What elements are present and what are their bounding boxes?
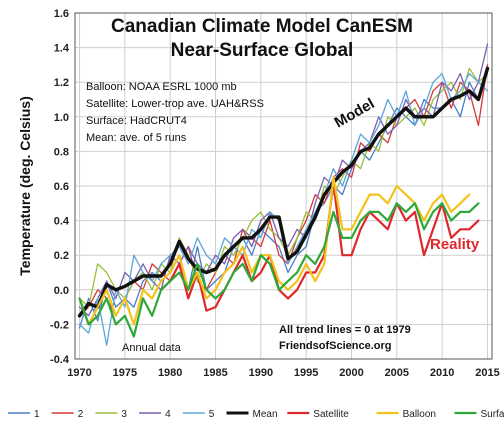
x-tick-label: 1980 [158,367,182,379]
x-tick-label: 2000 [339,367,363,379]
x-tick-label: 1990 [249,367,273,379]
info-line-balloon: Balloon: NOAA ESRL 1000 mb [86,81,237,93]
y-tick-label: 1.2 [54,77,69,89]
y-tick-label: 0.8 [54,146,69,158]
legend-label-4: 4 [165,409,171,420]
info-line-satellite: Satellite: Lower-trop ave. UAH&RSS [86,98,264,110]
x-tick-label: 1975 [113,367,137,379]
legend-label-1: 1 [34,409,40,420]
y-tick-label: 1.6 [54,8,69,20]
info-line-surface: Surface: HadCRUT4 [86,115,187,127]
plot-frame [74,12,493,360]
legend-label-5: 5 [209,409,215,420]
legend-label-surface: Surface [481,409,504,420]
annotation-annual-data: Annual data [122,342,182,354]
y-tick-label: -0.2 [50,319,69,331]
x-tick-label: 1970 [67,367,91,379]
x-tick-label: 2015 [475,367,499,379]
legend-label-3: 3 [121,409,127,420]
y-tick-label: 0.2 [54,250,69,262]
x-tick-labels: 1970 1975 1980 1985 1990 1995 2000 2005 2010 2015 [67,367,499,379]
x-tick-label: 1985 [203,367,227,379]
series-lines [77,43,490,346]
x-tick-label: 2010 [430,367,454,379]
label-reality: Reality [430,236,480,253]
y-tick-labels: -0.4 -0.2 0.0 0.2 0.4 0.6 0.8 1.0 1.2 1.4 1.6 [50,8,70,366]
annotation-source: FriendsofScience.org [279,340,391,352]
legend-label-satellite: Satellite [313,409,349,420]
legend-label-balloon: Balloon [403,409,436,420]
y-tick-label: -0.4 [50,354,70,366]
y-tick-label: 0.6 [54,181,69,193]
y-tick-label: 0.0 [54,285,69,297]
series-line-surface [78,202,480,338]
y-tick-label: 1.0 [54,112,69,124]
y-axis-label: Temperature (deg. Celsius) [17,96,33,275]
y-tick-label: 1.4 [54,43,70,55]
series-line-satellite [160,181,480,312]
x-tick-label: 2005 [385,367,409,379]
chart-title: Canadian Climate Model CanESM [111,16,413,37]
annotation-trend-lines: All trend lines = 0 at 1979 [279,324,411,336]
legend: 1 2 3 4 5 Mean Satellite Balloon Surface [8,409,504,420]
x-tick-label: 1995 [294,367,318,379]
legend-label-mean: Mean [253,409,278,420]
y-tick-label: 0.4 [54,216,70,228]
chart-subtitle: Near-Surface Global [171,40,354,61]
series-line-mean [77,66,490,318]
label-model: Model [332,95,378,131]
info-line-mean: Mean: ave. of 5 runs [86,132,187,144]
series-line-balloon [78,176,471,326]
legend-label-2: 2 [78,409,84,420]
